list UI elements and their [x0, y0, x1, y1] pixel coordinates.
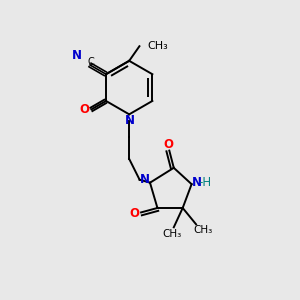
Text: CH₃: CH₃ — [163, 229, 182, 239]
Text: N: N — [72, 50, 82, 62]
Text: CH₃: CH₃ — [193, 225, 212, 235]
Text: CH₃: CH₃ — [148, 41, 169, 51]
Text: N: N — [140, 172, 150, 186]
Text: O: O — [164, 138, 174, 151]
Text: C: C — [87, 57, 94, 67]
Text: N: N — [125, 114, 135, 128]
Text: N: N — [192, 176, 202, 189]
Text: O: O — [79, 103, 89, 116]
Text: O: O — [130, 207, 140, 220]
Text: -H: -H — [198, 176, 212, 189]
